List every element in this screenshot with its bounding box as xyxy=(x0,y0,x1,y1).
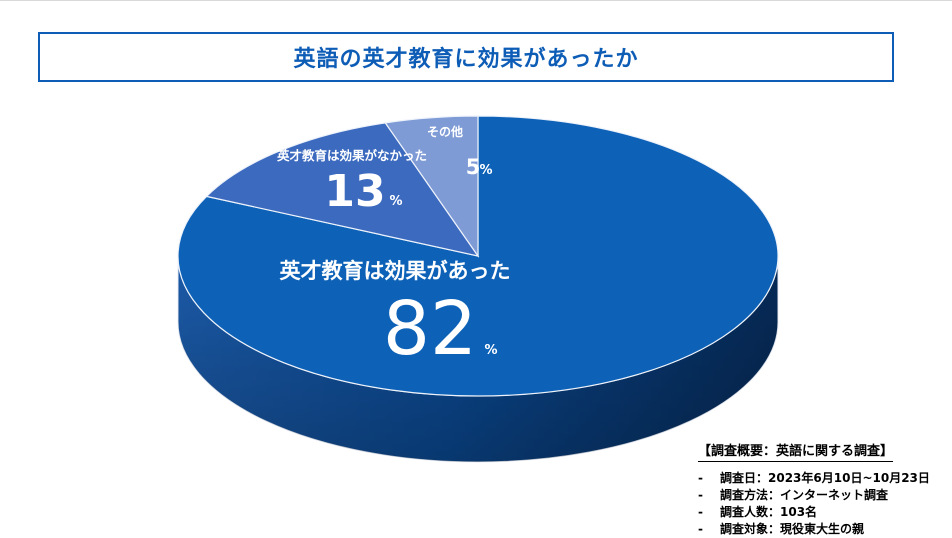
survey-note-item: - 調査対象：現役東大生の親 xyxy=(698,521,948,538)
survey-note-item: - 調査方法：インターネット調査 xyxy=(698,487,948,504)
chart-title: 英語の英才教育に効果があったか xyxy=(293,47,639,72)
note-text: 調査日：2023年6月10日~10月23日 xyxy=(720,471,930,485)
slice-value: 82 xyxy=(383,286,477,372)
title-box: 英語の英才教育に効果があったか xyxy=(38,32,894,82)
survey-notes: 【調査概要：英語に関する調査】 - 調査日：2023年6月10日~10月23日 -… xyxy=(698,440,948,538)
note-text: 調査対象：現役東大生の親 xyxy=(720,522,865,536)
slice-unit: % xyxy=(479,163,492,178)
note-bullet: - xyxy=(698,522,703,536)
slice-unit: % xyxy=(484,343,497,358)
note-text: 調査方法：インターネット調査 xyxy=(720,488,889,502)
slice-label: 英才教育は効果があった xyxy=(280,259,511,283)
note-bullet: - xyxy=(698,488,703,502)
top-divider xyxy=(0,0,952,1)
note-bullet: - xyxy=(698,471,703,485)
slice-value: 13 xyxy=(324,166,385,217)
slice-label: 英才教育は効果がなかった xyxy=(277,148,427,163)
survey-notes-heading: 【調査概要：英語に関する調査】 xyxy=(698,440,894,462)
survey-note-item: - 調査人数：103名 xyxy=(698,504,948,521)
slice-label: その他 xyxy=(427,124,463,139)
note-bullet: - xyxy=(698,505,703,519)
slice-unit: % xyxy=(389,194,402,209)
survey-note-item: - 調査日：2023年6月10日~10月23日 xyxy=(698,470,948,487)
note-text: 調査人数：103名 xyxy=(720,505,818,519)
pie-slice xyxy=(384,115,479,258)
pie-slice xyxy=(205,122,480,257)
pie-side-shade xyxy=(178,256,778,462)
survey-notes-list: - 調査日：2023年6月10日~10月23日 - 調査方法：インターネット調査 -… xyxy=(698,470,948,538)
slice-value: 5 xyxy=(466,155,481,179)
